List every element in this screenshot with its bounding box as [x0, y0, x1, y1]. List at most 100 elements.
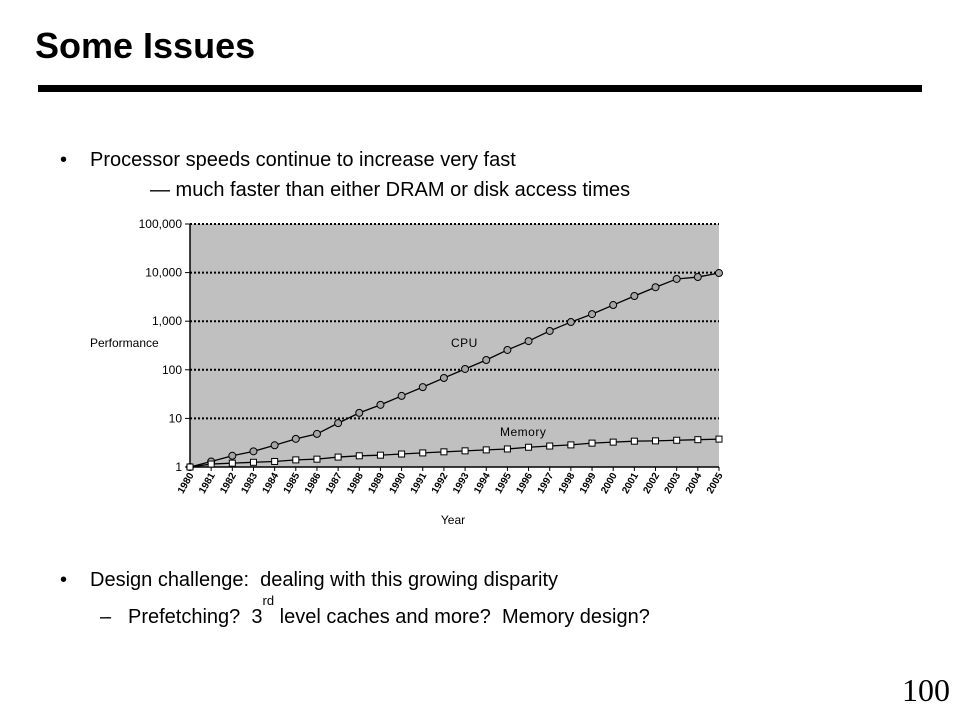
cpu-data-point	[312, 429, 321, 438]
sub-bullet-text-before: Prefetching? 3	[128, 606, 263, 628]
y-tick-label: 1,000	[152, 314, 182, 328]
cpu-data-point	[524, 337, 533, 346]
memory-data-point	[271, 457, 279, 465]
memory-data-point	[398, 450, 406, 458]
cpu-data-point	[566, 318, 575, 327]
memory-data-point	[334, 453, 342, 461]
cpu-data-point	[651, 283, 660, 292]
memory-data-point	[588, 439, 596, 447]
x-tick-label: 1991	[409, 471, 430, 496]
x-tick-label: 1993	[451, 471, 472, 496]
memory-data-point	[567, 441, 575, 449]
x-tick-label: 1992	[430, 471, 451, 496]
cpu-data-point	[609, 301, 618, 310]
memory-data-point	[694, 436, 702, 444]
x-axis-label: Year	[441, 513, 465, 527]
memory-data-point	[482, 446, 490, 454]
memory-data-point	[249, 458, 257, 466]
x-tick-label: 1987	[324, 471, 345, 496]
memory-data-point	[630, 437, 638, 445]
cpu-data-point	[715, 269, 723, 278]
title-divider	[38, 85, 922, 92]
x-tick-label: 1994	[472, 471, 493, 496]
cpu-data-point	[588, 310, 597, 319]
memory-data-point	[355, 452, 363, 460]
y-tick-label: 1	[175, 460, 182, 474]
memory-series-line	[189, 438, 720, 468]
series-label-cpu: CPU	[451, 336, 478, 350]
sub-bullet-text: Prefetching? 3rd level caches and more? …	[128, 594, 650, 629]
plot-area	[190, 224, 719, 467]
series-label-memory: Memory	[500, 425, 546, 439]
memory-data-point	[207, 460, 215, 468]
x-tick-label: 2001	[620, 471, 641, 496]
memory-data-point	[313, 455, 321, 463]
x-tick-label: 2000	[599, 471, 620, 496]
bullet-continuation: — much faster than either DRAM or disk a…	[150, 179, 631, 201]
ordinal-superscript: rd	[262, 593, 275, 608]
cpu-data-point	[439, 373, 448, 382]
cpu-data-point	[228, 451, 237, 460]
page-number: 100	[902, 672, 950, 708]
cpu-data-point	[376, 400, 385, 409]
cpu-data-point	[270, 441, 279, 450]
memory-data-point	[503, 445, 511, 453]
x-tick-label: 1996	[515, 471, 536, 496]
performance-chart: Performance Year 1 10 100 1,000 10,000 100,00…	[90, 217, 726, 527]
bullet-marker: •	[60, 149, 68, 171]
x-tick-label: 2002	[641, 471, 662, 496]
x-tick-label: 1982	[218, 471, 239, 496]
cpu-data-point	[672, 274, 681, 283]
x-tick-label: 2004	[684, 471, 705, 496]
memory-data-point	[292, 456, 300, 464]
sub-bullet-text-after: level caches and more? Memory design?	[274, 606, 650, 628]
memory-data-point	[652, 437, 660, 445]
memory-data-point	[673, 436, 681, 444]
y-tick-label: 10,000	[145, 266, 182, 280]
x-tick-label: 1980	[176, 471, 197, 496]
x-tick-label: 1997	[536, 471, 557, 496]
x-tick-label: 2005	[705, 471, 726, 496]
cpu-data-point	[503, 345, 512, 354]
cpu-data-point	[291, 434, 300, 443]
y-axis-label: Performance	[90, 336, 159, 350]
x-tick-label: 1999	[578, 471, 599, 496]
cpu-data-point	[355, 408, 364, 417]
cpu-data-point	[461, 364, 470, 373]
memory-data-point	[715, 435, 723, 443]
cpu-data-point	[482, 356, 491, 365]
memory-data-point	[419, 449, 427, 457]
x-tick-label: 1990	[388, 471, 409, 496]
x-tick-label: 1985	[282, 471, 303, 496]
bullet-text-design-challenge: Design challenge: dealing with this grow…	[90, 569, 559, 591]
cpu-data-point	[334, 419, 343, 428]
x-tick-label: 1983	[239, 471, 260, 496]
slide-title: Some Issues	[35, 25, 256, 66]
cpu-data-point	[693, 273, 702, 282]
y-tick-label: 100,000	[139, 217, 183, 231]
memory-data-point	[609, 438, 617, 446]
memory-data-point	[228, 459, 236, 467]
memory-data-point	[461, 447, 469, 455]
x-tick-label: 1981	[197, 471, 218, 496]
y-tick-label: 100	[162, 363, 182, 377]
sub-bullet-marker: –	[100, 606, 112, 628]
x-tick-label: 2003	[663, 471, 684, 496]
x-tick-label: 1995	[493, 471, 514, 496]
x-tick-label: 1986	[303, 471, 324, 496]
memory-data-point	[546, 442, 554, 450]
cpu-data-point	[418, 383, 427, 392]
cpu-data-point	[249, 447, 258, 456]
bullet-marker: •	[60, 569, 68, 591]
cpu-data-point	[397, 391, 406, 400]
x-tick-label: 1998	[557, 471, 578, 496]
memory-data-point	[376, 451, 384, 459]
x-tick-label: 1988	[345, 471, 366, 496]
x-tick-label: 1984	[261, 471, 282, 496]
y-tick-label: 10	[169, 411, 183, 425]
memory-data-point	[186, 463, 194, 471]
cpu-data-point	[630, 292, 639, 301]
memory-data-point	[525, 443, 533, 451]
memory-data-point	[440, 448, 448, 456]
x-tick-label: 1989	[366, 471, 387, 496]
